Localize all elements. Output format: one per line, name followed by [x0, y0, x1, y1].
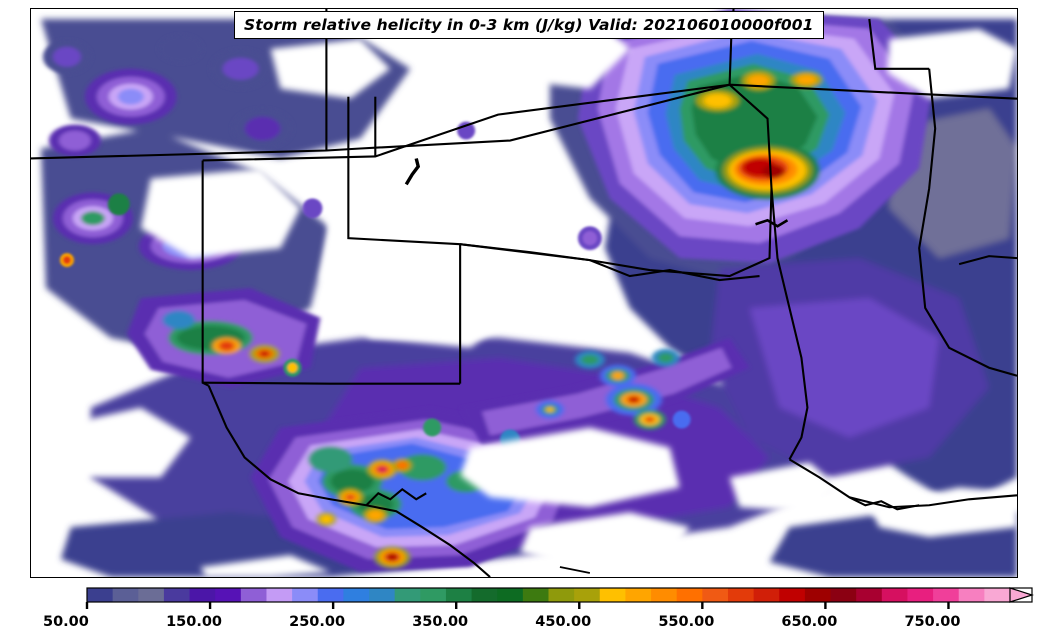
colorbar-band	[933, 588, 960, 602]
colorbar-band	[138, 588, 165, 602]
colorbar-band	[599, 588, 627, 602]
colorbar-tick-label: 150.00	[166, 614, 222, 630]
colorbar-band	[471, 588, 498, 602]
colorbar-band	[779, 588, 806, 602]
colorbar-band	[548, 588, 575, 602]
colorbar-ticks	[85, 602, 950, 609]
colorbar-band	[266, 588, 293, 602]
colorbar-band	[87, 588, 114, 602]
state-boundaries	[31, 9, 1017, 577]
colorbar-band	[343, 588, 370, 602]
colorbar-frame	[86, 587, 1033, 603]
colorbar-band	[907, 588, 934, 602]
colorbar-tick-label: 250.00	[289, 614, 345, 630]
colorbar-tick-label: 750.00	[904, 614, 960, 630]
colorbar-segments	[87, 587, 1034, 603]
colorbar-tick-label: 550.00	[658, 614, 714, 630]
helicity-contour-field	[31, 9, 1017, 577]
colorbar-band	[445, 588, 473, 602]
colorbar-band	[189, 588, 216, 602]
colorbar-band	[753, 588, 780, 602]
colorbar-band	[958, 588, 985, 602]
colorbar-band	[676, 588, 703, 602]
colorbar-band	[215, 588, 242, 602]
colorbar-band	[522, 588, 550, 602]
colorbar-band	[804, 588, 832, 602]
map-panel	[30, 8, 1018, 578]
colorbar-band	[317, 588, 344, 602]
colorbar-band	[625, 588, 652, 602]
colorbar: 50.00 150.00 250.00 350.00 450.00 550.00 650.0…	[0, 586, 1037, 633]
colorbar-tick-label: 450.00	[535, 614, 591, 630]
colorbar-band	[369, 588, 396, 602]
colorbar-svg: 50.00 150.00 250.00 350.00 450.00 550.00 650.0…	[43, 587, 1034, 630]
colorbar-band	[856, 588, 883, 602]
colorbar-band	[163, 588, 191, 602]
colorbar-extend-arrow	[1009, 587, 1034, 603]
colorbar-tick-label: 650.00	[781, 614, 837, 630]
colorbar-band	[112, 588, 139, 602]
colorbar-band	[240, 588, 268, 602]
colorbar-band	[292, 588, 319, 602]
colorbar-band	[574, 588, 601, 602]
colorbar-band	[702, 588, 729, 602]
colorbar-tick-labels: 50.00 150.00 250.00 350.00 450.00 550.00 650.0…	[43, 614, 960, 630]
colorbar-band	[651, 588, 678, 602]
colorbar-band	[727, 588, 755, 602]
page-title: Storm relative helicity in 0-3 km (J/kg)…	[244, 16, 814, 34]
colorbar-tick-label: 350.00	[412, 614, 468, 630]
colorbar-band	[420, 588, 447, 602]
plot-title-box: Storm relative helicity in 0-3 km (J/kg)…	[234, 11, 824, 39]
colorbar-band	[984, 588, 1011, 602]
colorbar-band	[830, 588, 857, 602]
colorbar-band	[497, 588, 524, 602]
colorbar-tick-label: 50.00	[43, 614, 89, 630]
colorbar-band	[394, 588, 421, 602]
colorbar-band	[881, 588, 909, 602]
